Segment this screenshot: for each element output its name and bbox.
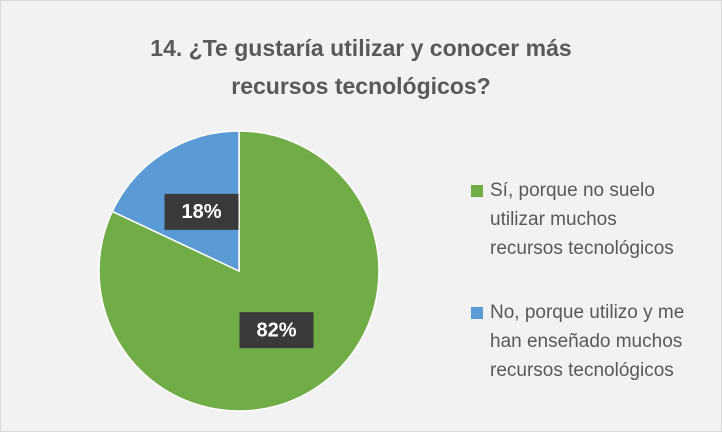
data-label: 82%: [256, 319, 296, 341]
legend-item: Sí, porque no suelo utilizar muchos recu…: [471, 176, 691, 263]
legend-label: No, porque utilizo y me han enseñado muc…: [490, 302, 685, 381]
data-label-box: [239, 312, 314, 349]
data-label-box: [164, 193, 239, 230]
chart-title: 14. ¿Te gustaría utilizar y conocer más …: [150, 35, 572, 99]
data-label: 18%: [181, 201, 221, 223]
legend-swatch: [471, 307, 483, 319]
legend-item: No, porque utilizo y me han enseñado muc…: [471, 298, 691, 385]
legend-swatch: [471, 185, 483, 197]
legend-label: Sí, porque no suelo utilizar muchos recu…: [490, 180, 674, 259]
